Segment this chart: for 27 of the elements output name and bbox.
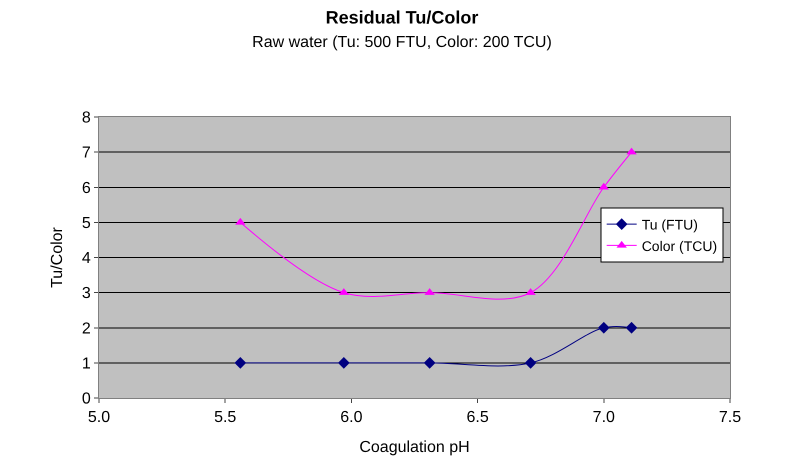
legend-label: Tu (FTU) <box>642 216 698 233</box>
y-tick-label: 7 <box>82 144 91 162</box>
point <box>338 357 350 369</box>
x-tick-label: 6.0 <box>340 409 363 426</box>
point <box>524 357 536 369</box>
chart-subtitle: Raw water (Tu: 500 FTU, Color: 200 TCU) <box>252 34 552 52</box>
y-tick-label: 5 <box>82 214 91 232</box>
x-axis-title: Coagulation pH <box>359 438 470 456</box>
y-tick-label: 3 <box>82 285 91 302</box>
y-tick-label: 4 <box>82 250 91 268</box>
y-axis-title: Tu/Color <box>48 226 66 288</box>
x-tick-label: 6.5 <box>466 409 489 426</box>
y-tick-label: 0 <box>82 390 91 408</box>
x-tick-label: 7.5 <box>718 409 742 426</box>
point <box>234 357 246 369</box>
point <box>626 322 638 334</box>
y-tick-label: 1 <box>82 355 91 372</box>
x-tick-label: 5.0 <box>88 409 110 426</box>
y-tick-label: 8 <box>82 110 91 127</box>
y-tick-label: 2 <box>82 320 91 338</box>
x-tick-label: 5.5 <box>214 409 236 426</box>
point <box>598 322 610 334</box>
point <box>424 357 436 369</box>
chart-title: Residual Tu/Color <box>326 8 478 28</box>
x-tick-label: 7.0 <box>592 409 616 426</box>
legend-label: Color (TCU) <box>642 238 718 254</box>
y-tick-label: 6 <box>82 180 91 197</box>
